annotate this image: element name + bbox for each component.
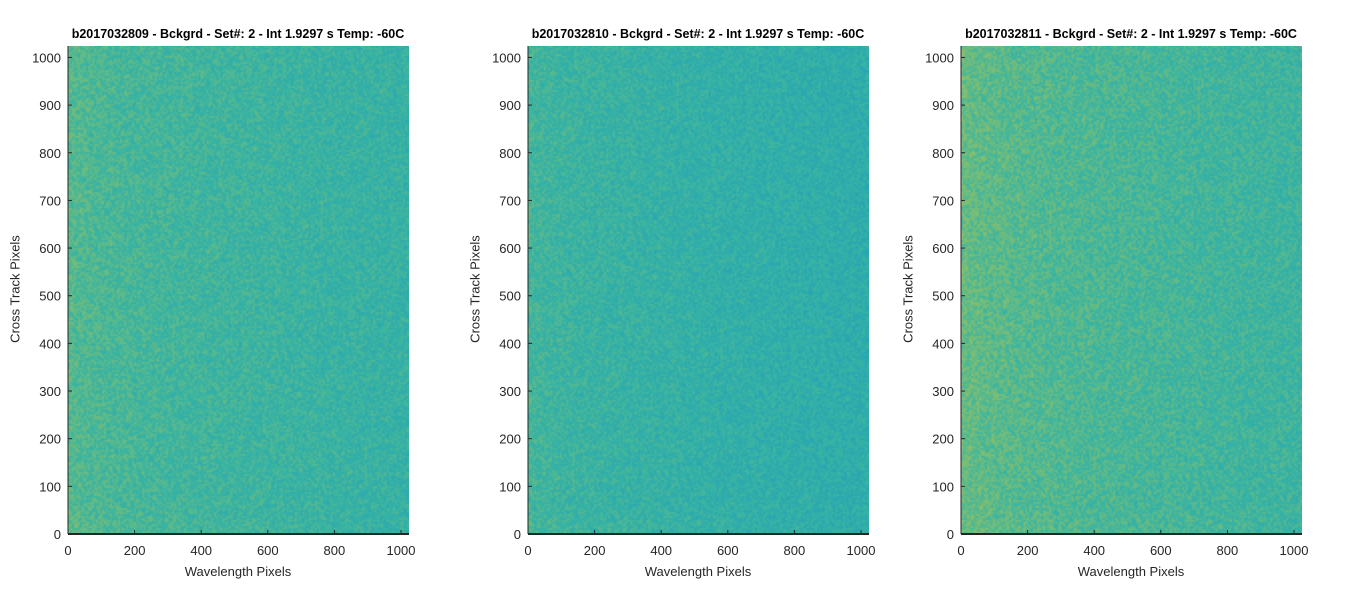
chart-title: b2017032810 - Bckgrd - Set#: 2 - Int 1.9…: [531, 27, 865, 41]
y-tick-label: 1000: [32, 50, 61, 65]
x-tick-label: 0: [524, 543, 531, 558]
y-tick-label: 800: [39, 146, 61, 161]
y-tick-label: 100: [499, 479, 521, 494]
y-tick-label: 200: [39, 432, 61, 447]
y-tick-label: 1000: [925, 50, 954, 65]
x-tick-label: 1000: [387, 543, 416, 558]
x-axis-label: Wavelength Pixels: [1077, 564, 1185, 579]
y-tick-label: 400: [499, 336, 521, 351]
heatmap-panel-1: b2017032809 - Bckgrd - Set#: 2 - Int 1.9…: [0, 0, 450, 600]
heatmap-plot: 0 200 400 600 800 1000 0 100 200 300 400 500 600 700 8…: [492, 46, 876, 558]
y-tick-label: 700: [39, 193, 61, 208]
heatmap-image: [961, 46, 1302, 534]
y-tick-label: 200: [499, 432, 521, 447]
x-tick-label: 400: [650, 543, 672, 558]
x-tick-label: 800: [1217, 543, 1239, 558]
y-tick-label: 500: [932, 289, 954, 304]
x-axis-label: Wavelength Pixels: [644, 564, 752, 579]
y-tick-label: 900: [932, 98, 954, 113]
y-tick-label: 600: [39, 241, 61, 256]
heatmap-plot: 0 200 400 600 800 1000 0 100 200 300 400 500 600 700 8…: [32, 46, 416, 558]
x-tick-label: 1000: [847, 543, 876, 558]
y-tick-label: 700: [499, 193, 521, 208]
y-tick-label: 0: [54, 527, 61, 542]
y-tick-label: 200: [932, 432, 954, 447]
y-tick-label: 400: [39, 336, 61, 351]
x-tick-label: 200: [124, 543, 146, 558]
y-tick-label: 600: [499, 241, 521, 256]
y-tick-label: 500: [499, 289, 521, 304]
heatmap-image: [528, 46, 869, 534]
x-tick-label: 800: [324, 543, 346, 558]
y-tick-label: 700: [932, 193, 954, 208]
x-tick-label: 0: [64, 543, 71, 558]
y-tick-label: 300: [499, 384, 521, 399]
y-tick-label: 400: [932, 336, 954, 351]
x-tick-label: 600: [717, 543, 739, 558]
y-tick-label: 300: [39, 384, 61, 399]
y-tick-label: 100: [932, 479, 954, 494]
x-tick-label: 200: [584, 543, 606, 558]
y-axis-label: Cross Track Pixels: [900, 235, 916, 343]
y-tick-label: 500: [39, 289, 61, 304]
y-tick-label: 0: [947, 527, 954, 542]
x-tick-label: 1000: [1280, 543, 1309, 558]
chart-title: b2017032811 - Bckgrd - Set#: 2 - Int 1.9…: [965, 27, 1297, 41]
heatmap-image: [68, 46, 409, 534]
x-tick-label: 0: [957, 543, 964, 558]
heatmap-panel-2: b2017032810 - Bckgrd - Set#: 2 - Int 1.9…: [468, 27, 876, 579]
y-tick-label: 900: [39, 98, 61, 113]
x-tick-label: 400: [1083, 543, 1105, 558]
y-tick-label: 300: [932, 384, 954, 399]
x-tick-label: 400: [190, 543, 212, 558]
x-tick-label: 600: [1150, 543, 1172, 558]
y-tick-label: 1000: [492, 50, 521, 65]
y-tick-label: 600: [932, 241, 954, 256]
y-tick-label: 900: [499, 98, 521, 113]
x-tick-label: 200: [1017, 543, 1039, 558]
x-axis-label: Wavelength Pixels: [184, 564, 292, 579]
y-tick-label: 800: [499, 146, 521, 161]
y-tick-label: 0: [514, 527, 521, 542]
y-tick-label: 800: [932, 146, 954, 161]
y-tick-label: 100: [39, 479, 61, 494]
x-tick-label: 600: [257, 543, 279, 558]
chart-title: b2017032809 - Bckgrd - Set#: 2 - Int 1.9…: [71, 27, 405, 41]
x-tick-label: 800: [784, 543, 806, 558]
